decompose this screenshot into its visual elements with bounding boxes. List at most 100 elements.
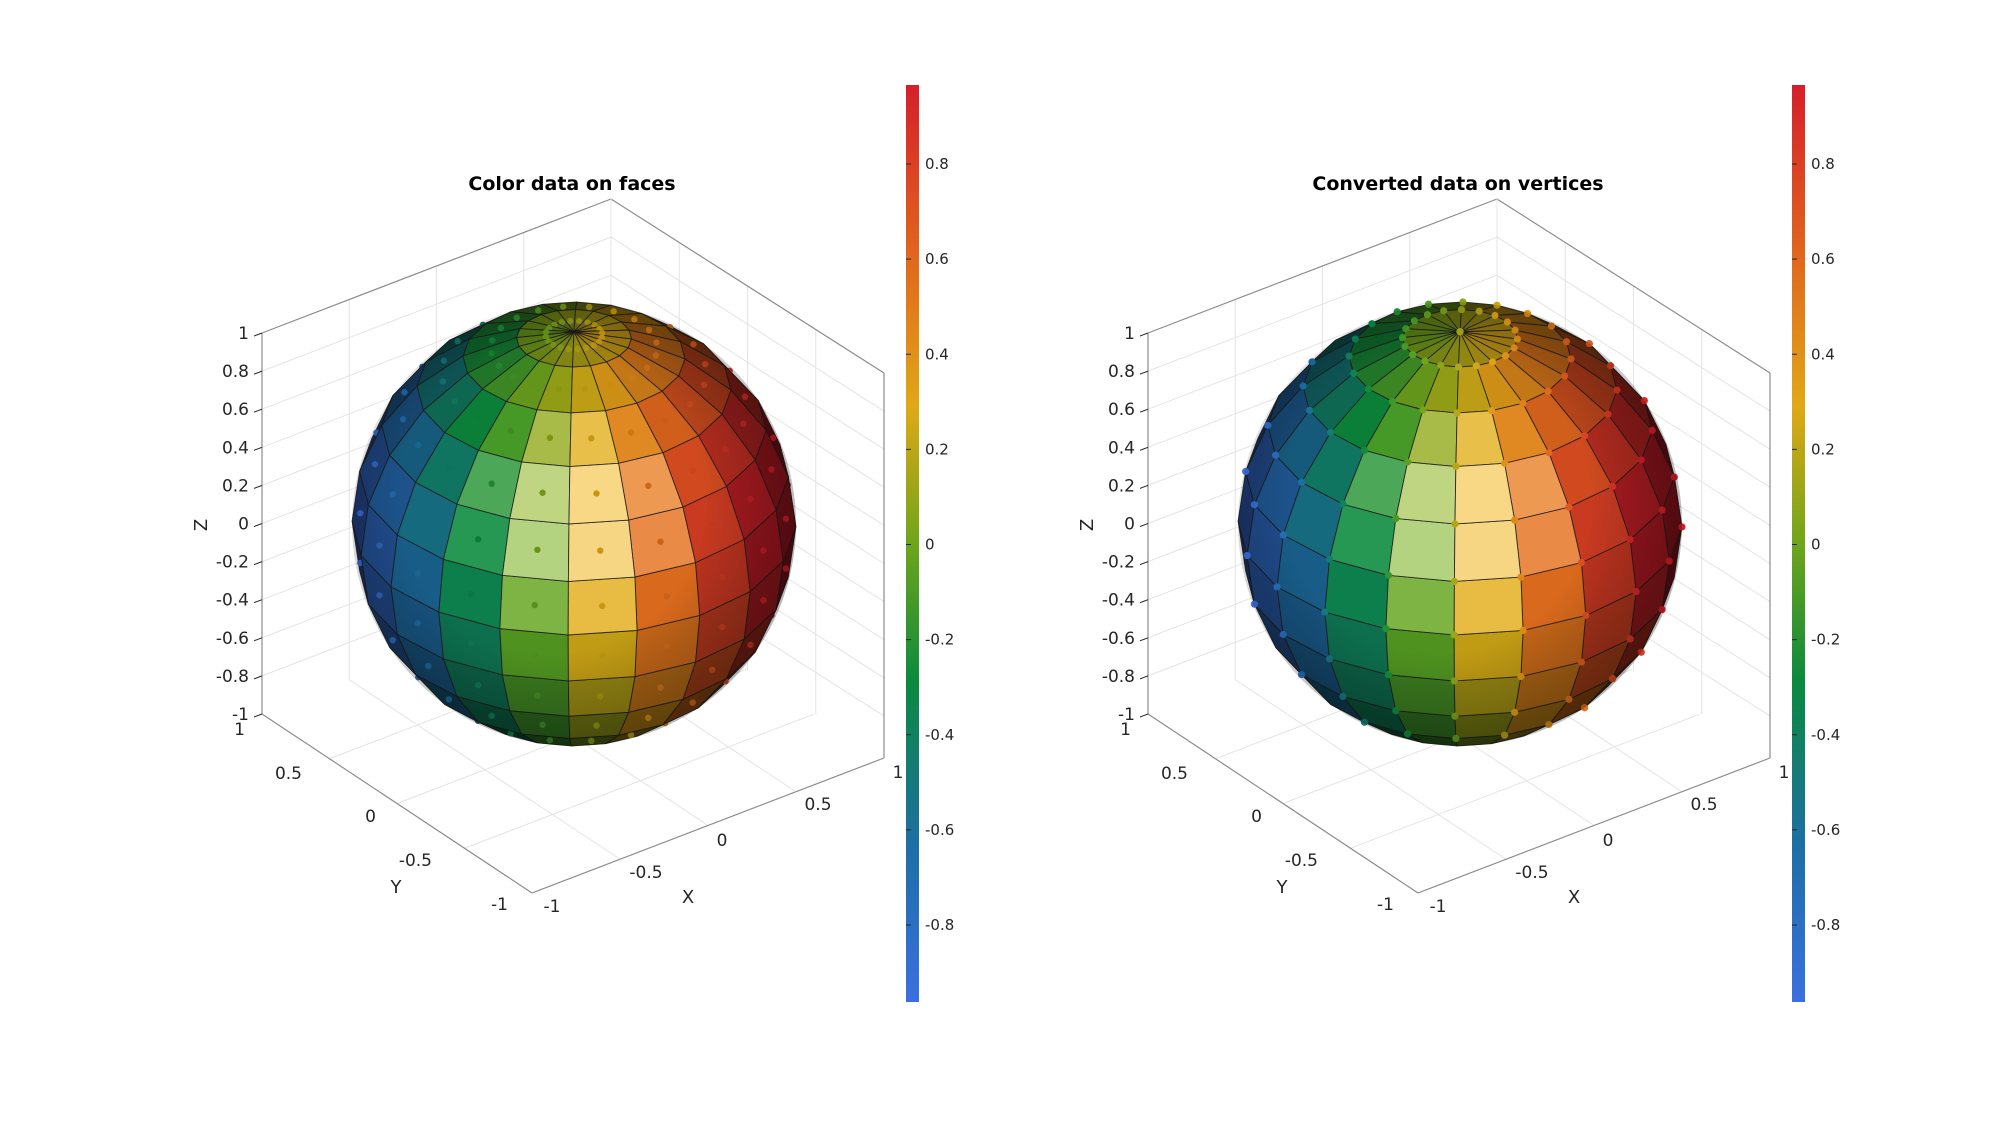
vertex-marker — [1565, 503, 1573, 511]
y-tick-label: 0 — [365, 807, 376, 827]
z-tick-mark — [253, 523, 263, 527]
face-marker — [702, 360, 709, 368]
face-marker — [747, 641, 754, 649]
x-tick-label: 0 — [717, 831, 728, 851]
vertex-marker — [1279, 630, 1287, 639]
z-tick-mark — [253, 370, 263, 375]
x-tick-label: -1 — [544, 897, 561, 917]
face-marker — [597, 693, 604, 700]
surface-face — [1387, 517, 1456, 582]
vertex-marker — [1500, 731, 1509, 739]
vertex-marker — [1424, 300, 1433, 308]
y-tick-label: 0 — [1251, 807, 1262, 827]
face-marker — [645, 482, 652, 489]
y-axis-label: Y — [1276, 877, 1289, 898]
vertex-marker — [1297, 670, 1306, 679]
vertex-marker — [1403, 458, 1412, 466]
face-marker — [445, 696, 453, 703]
vertex-marker — [1626, 635, 1634, 643]
face-marker — [610, 308, 617, 315]
face-marker — [488, 712, 495, 720]
z-tick-mark — [1139, 599, 1149, 604]
face-marker — [631, 316, 638, 323]
face-marker — [445, 464, 453, 471]
z-tick-mark — [1139, 561, 1149, 566]
face-marker — [513, 314, 520, 321]
colorbar-tick-label: -0.2 — [925, 631, 954, 649]
face-marker — [689, 699, 696, 706]
face-marker — [414, 619, 421, 627]
vertex-marker — [1325, 555, 1334, 563]
face-marker — [709, 666, 716, 673]
vertex-marker — [1393, 308, 1401, 316]
vertex-marker — [1308, 358, 1316, 366]
vertex-marker — [1547, 322, 1556, 330]
vertex-marker — [1459, 298, 1467, 306]
z-tick-mark — [1139, 370, 1149, 375]
vertex-marker — [1510, 344, 1518, 352]
vertex-marker — [1580, 704, 1589, 712]
box-edge — [1496, 198, 1771, 374]
panel-title: Converted data on vertices — [1312, 173, 1603, 195]
face-marker — [495, 362, 503, 370]
face-marker — [709, 520, 716, 528]
face-marker — [593, 722, 600, 729]
vertex-marker — [1488, 358, 1497, 366]
face-marker — [474, 536, 482, 543]
z-tick-label: 0.4 — [222, 438, 249, 458]
z-tick-mark — [1139, 523, 1149, 527]
vertex-marker — [1606, 362, 1615, 370]
z-tick-mark — [1139, 446, 1149, 451]
colorbar-tick-label: 0.6 — [925, 250, 949, 268]
vertex-marker — [1648, 426, 1656, 434]
face-marker — [451, 398, 458, 405]
y-tick-label: 1 — [234, 720, 245, 740]
vertex-marker — [1567, 355, 1575, 363]
surface-face — [1453, 576, 1524, 636]
face-marker — [425, 516, 432, 524]
panel-faces: Color data on faces 1 0.8 0.6 0.4 0.2 0 -0.2 -0… — [191, 85, 954, 1002]
x-tick-label: -0.5 — [629, 863, 662, 883]
face-marker — [534, 307, 542, 314]
vertex-marker — [1456, 328, 1464, 336]
vertex-marker — [1577, 658, 1586, 666]
vertex-marker — [1487, 407, 1496, 415]
vertex-marker — [1339, 500, 1347, 508]
y-tick-label: 0.5 — [1161, 764, 1188, 784]
z-tick-mark — [253, 599, 263, 604]
colorbar-tick-label: 0.4 — [1811, 345, 1835, 363]
colorbar-tick-label: 0.8 — [925, 155, 949, 173]
vertex-marker — [1388, 397, 1397, 406]
vertex-marker — [1640, 396, 1648, 405]
z-tick-mark — [1139, 713, 1149, 718]
surface-face — [1385, 574, 1455, 636]
face-marker — [401, 389, 408, 396]
x-tick-label: -1 — [1430, 897, 1447, 917]
vertex-marker — [1243, 551, 1251, 560]
face-marker — [652, 352, 659, 359]
surface-face — [1453, 676, 1522, 717]
face-marker — [719, 574, 726, 581]
face-marker — [657, 684, 664, 691]
colorbar-tick-label: 0.6 — [1811, 250, 1835, 268]
face-marker — [539, 721, 546, 729]
vertex-marker — [1409, 350, 1417, 359]
face-marker — [593, 490, 600, 497]
vertex-marker — [1345, 352, 1353, 360]
vertex-marker — [1565, 695, 1573, 703]
z-tick-mark — [253, 408, 263, 413]
box-edge — [610, 198, 885, 374]
face-marker — [588, 737, 595, 745]
colorbar-tick-label: 0.2 — [925, 440, 949, 458]
x-tick-label: 0.5 — [1690, 795, 1717, 815]
z-tick-label: 0.2 — [222, 476, 249, 496]
vertex-marker — [1452, 462, 1460, 471]
vertex-marker — [1450, 577, 1458, 586]
face-marker — [534, 546, 541, 553]
vertex-marker — [1577, 559, 1586, 567]
vertex-marker — [1637, 456, 1645, 464]
surface-face — [1385, 628, 1455, 682]
z-tick-label: -0.4 — [1102, 591, 1135, 611]
colorbar: 0.8 0.6 0.4 0.2 0 -0.2 -0.4 -0.6 -0.8 — [906, 85, 954, 1002]
face-marker — [581, 385, 589, 393]
